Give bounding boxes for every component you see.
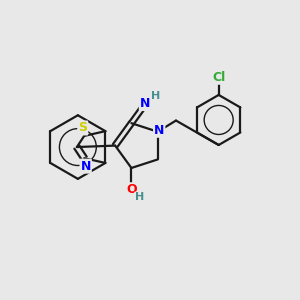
- Text: N: N: [140, 97, 150, 110]
- Text: Cl: Cl: [213, 71, 226, 84]
- Text: H: H: [135, 192, 144, 203]
- Text: N: N: [80, 160, 91, 172]
- Text: N: N: [154, 124, 164, 137]
- Text: H: H: [151, 91, 160, 101]
- Text: S: S: [78, 122, 87, 134]
- Text: O: O: [126, 183, 137, 196]
